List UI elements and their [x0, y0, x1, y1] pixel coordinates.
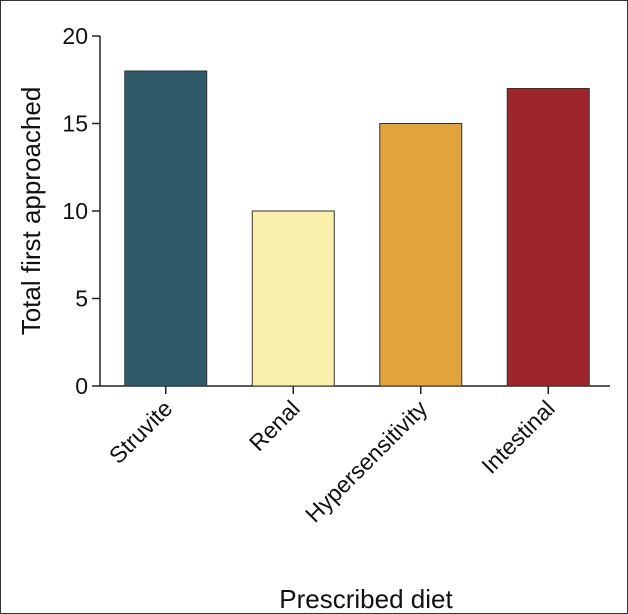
bar-hypersensitivity: [379, 123, 463, 387]
category-label: Hypersensitivity: [300, 395, 433, 528]
category-label: Struvite: [104, 395, 178, 469]
x-axis-title: Prescribed diet: [279, 584, 453, 614]
bars: [124, 70, 590, 387]
bar-struvite: [124, 70, 208, 387]
x-axis: [100, 385, 610, 394]
y-tick-label: 15: [62, 111, 88, 137]
y-tick-label: 10: [62, 198, 88, 224]
bar-renal: [251, 210, 335, 387]
y-tick-label: 5: [75, 286, 88, 312]
category-label: Intestinal: [476, 395, 559, 478]
y-tick-label: 20: [62, 23, 88, 49]
category-label: Renal: [244, 395, 305, 456]
y-tick-label: 0: [75, 373, 88, 399]
y-axis-title: Total first approached: [16, 87, 46, 336]
y-axis: 0 5 10 15 20: [62, 23, 101, 399]
bar-intestinal: [506, 88, 590, 387]
